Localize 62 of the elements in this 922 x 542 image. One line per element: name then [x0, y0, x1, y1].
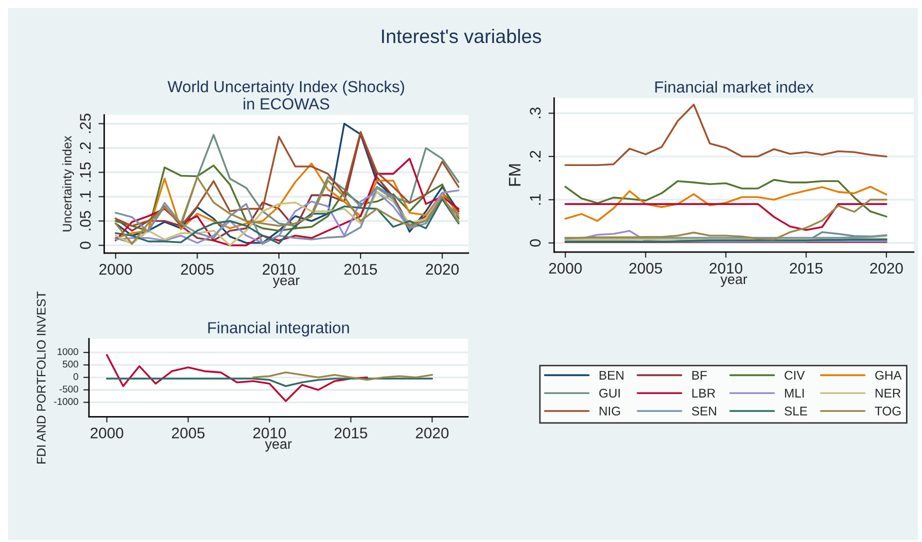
text: Interest's variables [382, 28, 542, 44]
line-series [252, 372, 434, 381]
x-tick-label: 2005 [172, 428, 205, 438]
y-tick-label: .2 [80, 142, 91, 153]
legend-label: GHA [875, 370, 902, 380]
line-series [564, 198, 888, 240]
y-tick-label: -500 [60, 386, 78, 392]
x-tick-label: 2015 [790, 262, 823, 274]
x-tick-label: 2005 [629, 262, 662, 274]
y-tick-label: .2 [530, 150, 541, 162]
x-axis-title: year [264, 441, 292, 452]
y-axis-title: FM [508, 164, 520, 186]
y-axis-title: FDI AND PORTFOLIO INVEST [36, 291, 46, 464]
y-tick-label: 0 [530, 239, 541, 247]
chart-title: World Uncertainty Index (Shocks) in ECOWAS [168, 80, 404, 110]
legend-label: SLE [784, 406, 808, 416]
x-tick-label: 2000 [549, 262, 582, 274]
y-tick-label: .3 [530, 108, 541, 118]
y-tick-label: .1 [80, 191, 91, 202]
legend-label: SEN [692, 406, 716, 416]
x-tick-label: 2015 [334, 428, 368, 438]
chart-title: Financial integration [208, 322, 349, 337]
line-series [564, 203, 888, 231]
x-tick-label: 2010 [253, 428, 286, 438]
line-series [564, 104, 888, 166]
x-tick-label: 2010 [262, 264, 296, 275]
line-series [114, 176, 460, 245]
legend-label: LBR [692, 388, 716, 398]
legend-label: TOG [874, 406, 901, 416]
line-series [564, 186, 888, 222]
legend-label: MLI [785, 388, 804, 398]
x-axis-title: year [272, 278, 300, 288]
legend-label: BEN [600, 370, 624, 380]
y-tick-label: .05 [80, 211, 91, 230]
y-tick-label: .15 [80, 162, 91, 182]
x-tick-label: 2005 [181, 264, 214, 275]
y-axis-title: Uncertainty index [62, 136, 74, 232]
line-series [564, 178, 888, 218]
legend-label: NIG [600, 406, 620, 416]
x-tick-label: 2000 [99, 264, 132, 275]
y-tick-label: .1 [530, 194, 541, 205]
x-tick-label: 2020 [416, 428, 449, 438]
chart-title: Financial market index [655, 80, 814, 93]
x-tick-label: 2015 [344, 264, 377, 275]
y-tick-label: -1000 [54, 398, 78, 405]
legend-label: BF [692, 370, 707, 380]
y-tick-label: .25 [80, 114, 91, 133]
y-tick-label: 0 [74, 373, 78, 380]
x-axis-title: year [720, 276, 748, 287]
legend-label: GUI [599, 388, 620, 398]
line-series [106, 378, 434, 388]
y-tick-label: 500 [62, 360, 78, 368]
y-tick-label: 1000 [58, 348, 78, 356]
line-series [106, 354, 368, 402]
legend-label: NER [876, 388, 900, 398]
x-tick-label: 2000 [90, 428, 124, 438]
legend-label: CIV [784, 370, 805, 380]
x-tick-label: 2020 [426, 264, 459, 275]
y-tick-label: 0 [80, 242, 91, 249]
x-tick-label: 2020 [870, 262, 903, 274]
x-tick-label: 2010 [710, 262, 742, 274]
line-series [114, 198, 460, 244]
